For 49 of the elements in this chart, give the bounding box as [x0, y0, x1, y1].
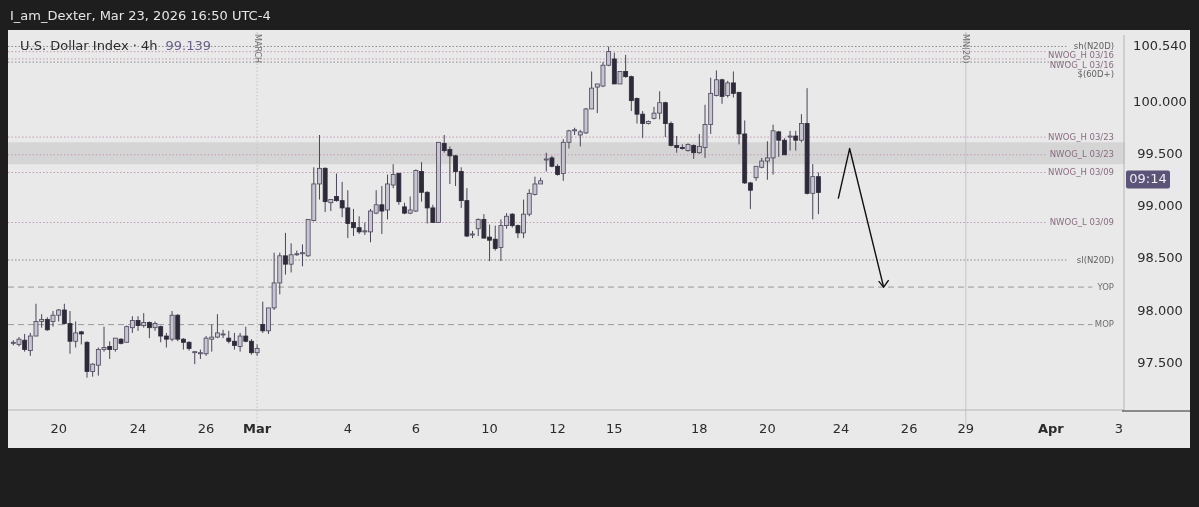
x-tick-label: 3 [1114, 421, 1124, 436]
text: 09:14 [1129, 170, 1167, 186]
y-tick-label: 98.500 [1137, 250, 1183, 266]
ref-line-label: MN(20) [961, 34, 971, 64]
y-tick-label: 100.540 [1133, 37, 1187, 53]
y-tick-label: 99.000 [1137, 198, 1183, 214]
x-tick-label: 24 [129, 421, 147, 436]
x-tick-label: Apr [1038, 421, 1065, 436]
candlestick [799, 113, 804, 143]
candlestick [787, 130, 793, 152]
ref-line-label: NWOG_H 03/23 [1048, 131, 1114, 142]
ref-line-label: sl(N20D) [1076, 254, 1114, 265]
y-tick-label: 98.000 [1137, 302, 1183, 318]
chart-subtitle: 99.139 [165, 38, 211, 53]
text: I_am_Dexter, Mar 23, 2026 16:50 UTC-4 [10, 8, 271, 23]
y-tick-label: 100.000 [1133, 94, 1187, 110]
ref-line-label: MARCH [252, 34, 262, 64]
candlestick [169, 310, 175, 342]
x-tick-label: 6 [411, 421, 420, 436]
x-tick-label: 26 [900, 421, 918, 436]
x-tick-label: 15 [606, 421, 623, 436]
candlestick [543, 152, 549, 172]
x-tick-label: 12 [549, 421, 566, 436]
x-tick-label: 26 [197, 421, 215, 436]
ref-line-label: NWOG_L 03/16 [1049, 59, 1114, 70]
x-tick-label: Mar [243, 421, 272, 436]
y-tick-label: 97.500 [1137, 354, 1183, 370]
candlestick [237, 332, 243, 353]
x-tick-label: 18 [691, 421, 708, 436]
ref-line-label: NWOG_H 03/16 [1048, 50, 1114, 61]
candlestick [810, 163, 816, 220]
candlestick [152, 320, 158, 332]
y-tick-label: 99.500 [1137, 146, 1183, 162]
chart-title: U.S. Dollar Index · 4h [20, 38, 158, 53]
ref-line-label: NWOG_H 03/09 [1048, 167, 1114, 177]
x-tick-label: 29 [957, 421, 975, 436]
ref-line-label: sh(N20D) [1073, 40, 1114, 51]
candlestick [254, 343, 260, 357]
x-tick-label: 20 [759, 421, 776, 436]
ref-line-label: $(60D+) [1077, 69, 1114, 80]
ref-line-label: MOP [1094, 319, 1114, 330]
ref-line-label: NWOG_L 03/23 [1049, 149, 1114, 160]
ref-line-label: YOP [1096, 281, 1114, 292]
candlestick [73, 320, 79, 348]
x-tick-label: 20 [50, 421, 67, 436]
x-tick-label: 10 [481, 421, 498, 436]
x-tick-label: 24 [832, 421, 850, 436]
x-tick-label: 4 [343, 421, 352, 436]
ref-line-label: NWOG_L 03/09 [1049, 217, 1114, 227]
